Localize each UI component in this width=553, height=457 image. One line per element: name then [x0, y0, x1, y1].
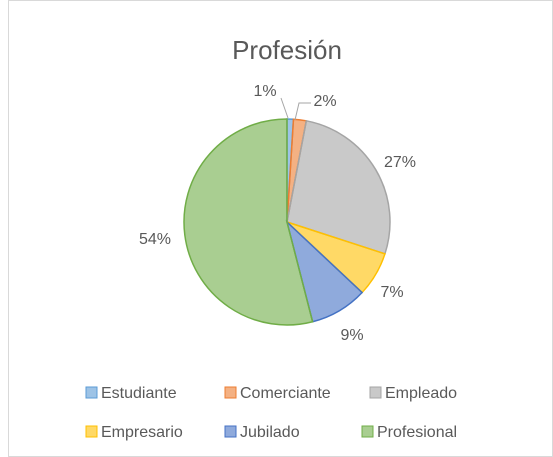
data-label: 7% [380, 284, 403, 301]
legend-label: Comerciante [240, 385, 331, 402]
legend-label: Empleado [385, 385, 457, 402]
legend-label: Estudiante [101, 385, 177, 402]
legend-swatch [361, 425, 374, 438]
legend-swatch [224, 386, 237, 399]
legend-label: Jubilado [240, 424, 300, 441]
legend-swatch [85, 425, 98, 438]
pie-slice [183, 118, 314, 326]
legend-swatch [224, 425, 237, 438]
legend-swatch [369, 386, 382, 399]
leader-line [280, 97, 289, 119]
pie-slice [286, 119, 391, 255]
leader-line [294, 102, 311, 121]
legend-label: Empresario [101, 424, 183, 441]
legend-label: Profesional [377, 424, 457, 441]
legend-swatch [85, 386, 98, 399]
chart-title: Profesión [232, 35, 342, 65]
data-label: 27% [384, 154, 416, 171]
data-label: 9% [340, 327, 363, 344]
data-label: 54% [139, 231, 171, 248]
data-label: 2% [313, 93, 336, 110]
data-label: 1% [253, 83, 276, 100]
